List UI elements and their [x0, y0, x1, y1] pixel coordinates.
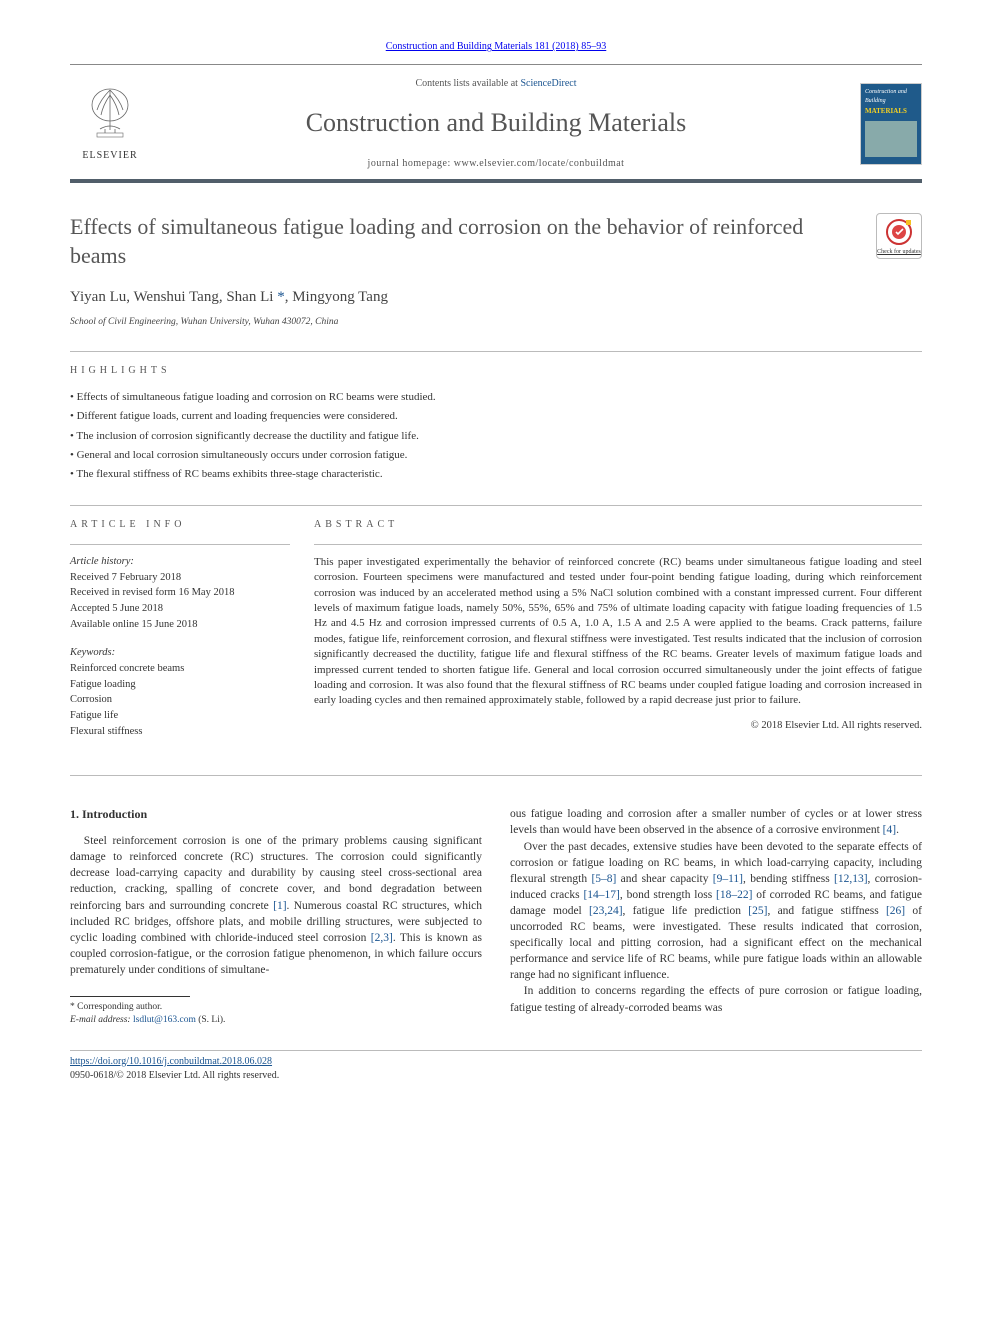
article-title: Effects of simultaneous fatigue loading …	[70, 213, 876, 270]
citation-link[interactable]: [23,24]	[589, 905, 623, 917]
footer-rule	[70, 1050, 922, 1051]
article-info-column: ARTICLE INFO Article history: Received 7…	[70, 518, 290, 754]
keyword: Flexural stiffness	[70, 725, 290, 740]
affiliation: School of Civil Engineering, Wuhan Unive…	[70, 316, 922, 329]
body-paragraph-3: Over the past decades, extensive studies…	[510, 839, 922, 984]
highlight-item: Effects of simultaneous fatigue loading …	[70, 390, 922, 405]
publisher-block: ELSEVIER	[70, 85, 150, 163]
citation-link[interactable]: [1]	[273, 900, 286, 912]
mini-rule	[314, 544, 922, 545]
history-line: Received in revised form 16 May 2018	[70, 586, 290, 601]
citation-link[interactable]: [14–17]	[583, 889, 619, 901]
citation-link[interactable]: Construction and Building Materials 181 …	[386, 41, 607, 52]
keywords-title: Keywords:	[70, 646, 290, 661]
section-rule	[70, 505, 922, 506]
corresponding-author-footnote: * Corresponding author. E-mail address: …	[70, 1001, 482, 1028]
abstract-column: ABSTRACT This paper investigated experim…	[314, 518, 922, 754]
body-paragraph-1: Steel reinforcement corrosion is one of …	[70, 833, 482, 978]
history-line: Accepted 5 June 2018	[70, 602, 290, 617]
keyword: Reinforced concrete beams	[70, 662, 290, 677]
elsevier-logo: ELSEVIER	[80, 85, 140, 163]
check-updates-icon	[885, 218, 913, 246]
sciencedirect-link[interactable]: ScienceDirect	[520, 78, 576, 89]
section-rule	[70, 775, 922, 776]
citation-link[interactable]: [9–11]	[713, 873, 743, 885]
journal-title: Construction and Building Materials	[150, 105, 842, 141]
section-heading-intro: 1. Introduction	[70, 806, 482, 823]
citation-link[interactable]: [12,13]	[834, 873, 868, 885]
contents-prefix: Contents lists available at	[415, 78, 520, 89]
section-rule	[70, 351, 922, 352]
homepage-url: www.elsevier.com/locate/conbuildmat	[454, 158, 625, 169]
issn-copyright-line: 0950-0618/© 2018 Elsevier Ltd. All right…	[70, 1069, 922, 1083]
abstract-text: This paper investigated experimentally t…	[314, 555, 922, 709]
publisher-name: ELSEVIER	[80, 149, 140, 163]
homepage-prefix: journal homepage:	[368, 158, 454, 169]
body-columns: 1. Introduction Steel reinforcement corr…	[70, 806, 922, 1027]
contents-list-line: Contents lists available at ScienceDirec…	[150, 77, 842, 91]
corresponding-author-label: * Corresponding author.	[70, 1001, 482, 1014]
citation-link[interactable]: [4]	[883, 824, 896, 836]
highlight-item: Different fatigue loads, current and loa…	[70, 409, 922, 424]
citation-link[interactable]: [25]	[748, 905, 767, 917]
abstract-label: ABSTRACT	[314, 518, 922, 532]
email-link[interactable]: lsdlut@163.com	[133, 1015, 196, 1025]
info-abstract-row: ARTICLE INFO Article history: Received 7…	[70, 518, 922, 754]
article-head: Effects of simultaneous fatigue loading …	[70, 213, 922, 270]
body-paragraph-2: ous fatigue loading and corrosion after …	[510, 806, 922, 838]
journal-cover-thumbnail: Construction and Building MATERIALS	[860, 83, 922, 165]
masthead-right: Construction and Building MATERIALS	[842, 83, 922, 165]
citation-link[interactable]: [18–22]	[716, 889, 752, 901]
body-paragraph-4: In addition to concerns regarding the ef…	[510, 983, 922, 1015]
highlights-label: HIGHLIGHTS	[70, 364, 922, 378]
keywords-block: Keywords: Reinforced concrete beamsFatig…	[70, 646, 290, 739]
journal-homepage-line: journal homepage: www.elsevier.com/locat…	[150, 157, 842, 171]
check-updates-label: Check for updates	[877, 249, 921, 255]
keyword: Fatigue life	[70, 709, 290, 724]
cover-title-small: Construction and Building	[865, 88, 917, 105]
cover-image-placeholder	[865, 121, 917, 157]
highlight-item: The flexural stiffness of RC beams exhib…	[70, 467, 922, 482]
abstract-copyright: © 2018 Elsevier Ltd. All rights reserved…	[314, 719, 922, 734]
header-citation: Construction and Building Materials 181 …	[70, 40, 922, 54]
article-history-title: Article history:	[70, 555, 290, 570]
email-name: (S. Li).	[198, 1015, 225, 1025]
article-info-label: ARTICLE INFO	[70, 518, 290, 532]
keyword: Corrosion	[70, 693, 290, 708]
mini-rule	[70, 544, 290, 545]
history-line: Received 7 February 2018	[70, 571, 290, 586]
history-line: Available online 15 June 2018	[70, 618, 290, 633]
citation-link[interactable]: [26]	[886, 905, 905, 917]
article-history-block: Article history: Received 7 February 201…	[70, 555, 290, 632]
email-label: E-mail address:	[70, 1015, 131, 1025]
authors-line: Yiyan Lu, Wenshui Tang, Shan Li *, Mingy…	[70, 287, 922, 308]
masthead: ELSEVIER Contents lists available at Sci…	[70, 64, 922, 183]
cover-title-large: MATERIALS	[865, 107, 917, 117]
keyword: Fatigue loading	[70, 678, 290, 693]
highlight-item: The inclusion of corrosion significantly…	[70, 429, 922, 444]
elsevier-tree-icon	[85, 85, 135, 140]
citation-link[interactable]: [5–8]	[591, 873, 616, 885]
highlight-item: General and local corrosion simultaneous…	[70, 448, 922, 463]
masthead-center: Contents lists available at ScienceDirec…	[150, 77, 842, 171]
check-updates-button[interactable]: Check for updates	[876, 213, 922, 259]
page-footer: https://doi.org/10.1016/j.conbuildmat.20…	[70, 1050, 922, 1083]
citation-link[interactable]: [2,3]	[371, 932, 393, 944]
highlights-list: Effects of simultaneous fatigue loading …	[70, 390, 922, 483]
doi-link[interactable]: https://doi.org/10.1016/j.conbuildmat.20…	[70, 1056, 272, 1067]
footnote-rule	[70, 996, 190, 997]
